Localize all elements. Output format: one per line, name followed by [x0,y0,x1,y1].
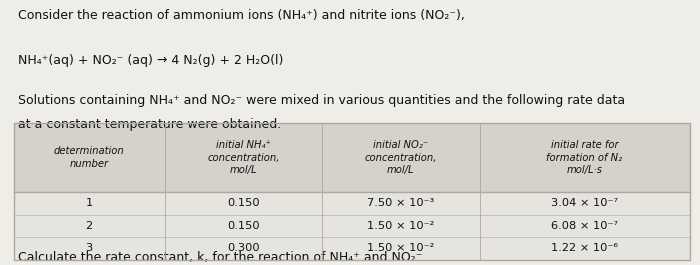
Text: Consider the reaction of ammonium ions (NH₄⁺) and nitrite ions (NO₂⁻),: Consider the reaction of ammonium ions (… [18,9,464,22]
Text: Solutions containing NH₄⁺ and NO₂⁻ were mixed in various quantities and the foll: Solutions containing NH₄⁺ and NO₂⁻ were … [18,94,624,107]
Text: initial NO₂⁻
concentration,
mol/L: initial NO₂⁻ concentration, mol/L [365,140,437,175]
Text: 3.04 × 10⁻⁷: 3.04 × 10⁻⁷ [551,198,618,208]
Bar [14,123,690,260]
Text: determination
number: determination number [54,146,125,169]
Text: 6.08 × 10⁻⁷: 6.08 × 10⁻⁷ [551,221,618,231]
Text: Calculate the rate constant, k, for the reaction of NH₄⁺ and NO₂⁻.: Calculate the rate constant, k, for the … [18,251,426,264]
Bar [14,123,690,192]
Text: at a constant temperature were obtained.: at a constant temperature were obtained. [18,118,281,131]
Text: initial rate for
formation of N₂
mol/L·s: initial rate for formation of N₂ mol/L·s [547,140,622,175]
Text: initial NH₄⁺
concentration,
mol/L: initial NH₄⁺ concentration, mol/L [207,140,279,175]
Text: NH₄⁺(aq) + NO₂⁻ (aq) → 4 N₂(g) + 2 H₂O(l): NH₄⁺(aq) + NO₂⁻ (aq) → 4 N₂(g) + 2 H₂O(l… [18,54,283,67]
Text: 1.22 × 10⁻⁶: 1.22 × 10⁻⁶ [551,244,618,253]
Text: 0.150: 0.150 [227,221,260,231]
Bar [14,192,690,215]
Text: 2: 2 [85,221,93,231]
Text: 0.150: 0.150 [227,198,260,208]
Text: 0.300: 0.300 [227,244,260,253]
Text: 1: 1 [85,198,93,208]
Bar [14,215,690,237]
Text: 1.50 × 10⁻²: 1.50 × 10⁻² [367,221,435,231]
Text: 7.50 × 10⁻³: 7.50 × 10⁻³ [367,198,435,208]
Text: 3: 3 [85,244,93,253]
Text: 1.50 × 10⁻²: 1.50 × 10⁻² [367,244,435,253]
Bar [14,237,690,260]
